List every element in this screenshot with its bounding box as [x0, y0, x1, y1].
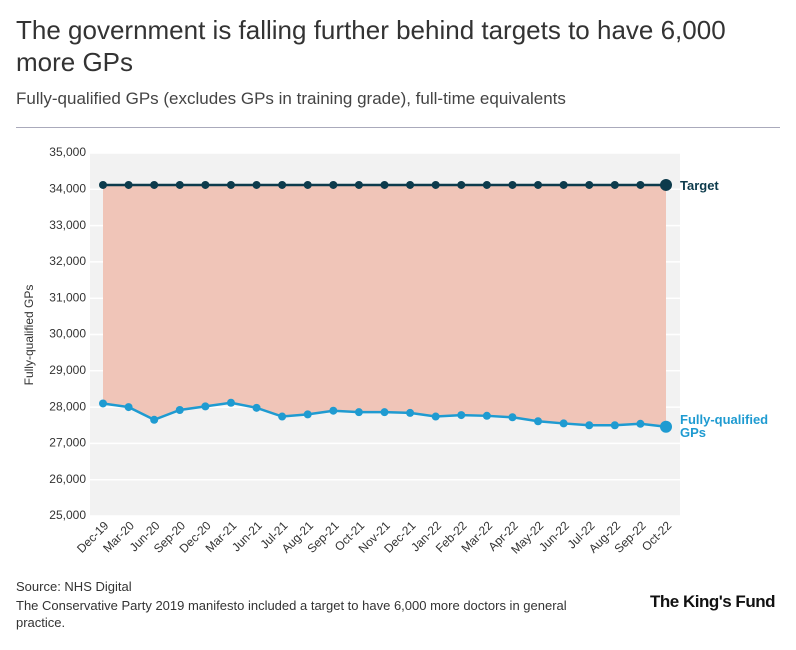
- point: [226, 180, 235, 189]
- point: [99, 399, 107, 408]
- point: [660, 178, 672, 191]
- point: [508, 413, 517, 422]
- point: [303, 410, 312, 419]
- point: [406, 180, 415, 189]
- point: [559, 419, 568, 428]
- point: [636, 419, 645, 428]
- title: The government is falling further behind…: [16, 15, 726, 77]
- point: [175, 180, 184, 189]
- y-tick-label: 25,000: [49, 508, 86, 522]
- note: The Conservative Party 2019 manifesto in…: [16, 598, 567, 630]
- y-tick-label: 35,000: [49, 145, 86, 159]
- point: [252, 403, 261, 412]
- y-tick-label: 30,000: [49, 327, 86, 341]
- y-tick-label: 27,000: [49, 436, 86, 450]
- point: [175, 406, 184, 415]
- point: [226, 398, 235, 407]
- point: [534, 417, 543, 426]
- chart: Fully-qualified GPs 25,000 26,000 27,000 28…: [22, 145, 769, 556]
- shaded-gap: [103, 184, 666, 427]
- series-label-box: Fully-qualified GPs: [680, 412, 769, 440]
- series-label-box: Target: [680, 177, 719, 193]
- point: [585, 180, 594, 189]
- point: [482, 411, 491, 420]
- y-tick-label: 31,000: [49, 290, 86, 304]
- point: [431, 180, 440, 189]
- series-label: Fully-qualified GPs: [680, 412, 769, 440]
- point: [610, 180, 619, 189]
- y-tick-label: 34,000: [49, 181, 86, 195]
- point: [124, 403, 133, 412]
- point: [406, 408, 415, 417]
- point: [457, 180, 466, 189]
- point: [278, 412, 287, 421]
- point: [660, 420, 672, 433]
- point: [329, 180, 338, 189]
- point: [99, 180, 107, 189]
- point: [150, 180, 159, 189]
- y-tick-label: 29,000: [49, 363, 86, 377]
- point: [585, 421, 594, 430]
- point: [380, 408, 389, 417]
- divider: [16, 127, 780, 128]
- point: [329, 406, 338, 415]
- point: [354, 408, 363, 417]
- y-tick-label: 33,000: [49, 218, 86, 232]
- subtitle: Fully-qualified GPs (excludes GPs in tra…: [16, 89, 566, 108]
- x-tick-label: Oct-22: [639, 518, 675, 554]
- point: [559, 180, 568, 189]
- point: [508, 180, 517, 189]
- point: [380, 180, 389, 189]
- point: [431, 412, 440, 421]
- point: [201, 180, 210, 189]
- point: [534, 180, 543, 189]
- y-axis-label: Fully-qualified GPs: [22, 285, 36, 386]
- y-tick-label: 32,000: [49, 254, 86, 268]
- point: [482, 180, 491, 189]
- point: [278, 180, 287, 189]
- source: Source: NHS Digital: [16, 579, 132, 594]
- point: [636, 180, 645, 189]
- y-tick-label: 28,000: [49, 399, 86, 413]
- point: [457, 411, 466, 420]
- point: [252, 180, 261, 189]
- point: [150, 415, 159, 424]
- point: [303, 180, 312, 189]
- y-tick-label: 26,000: [49, 472, 86, 486]
- logo: The King's Fund: [650, 592, 775, 611]
- point: [124, 180, 133, 189]
- point: [610, 421, 619, 430]
- point: [354, 180, 363, 189]
- series-label: Target: [680, 177, 719, 193]
- point: [201, 402, 210, 411]
